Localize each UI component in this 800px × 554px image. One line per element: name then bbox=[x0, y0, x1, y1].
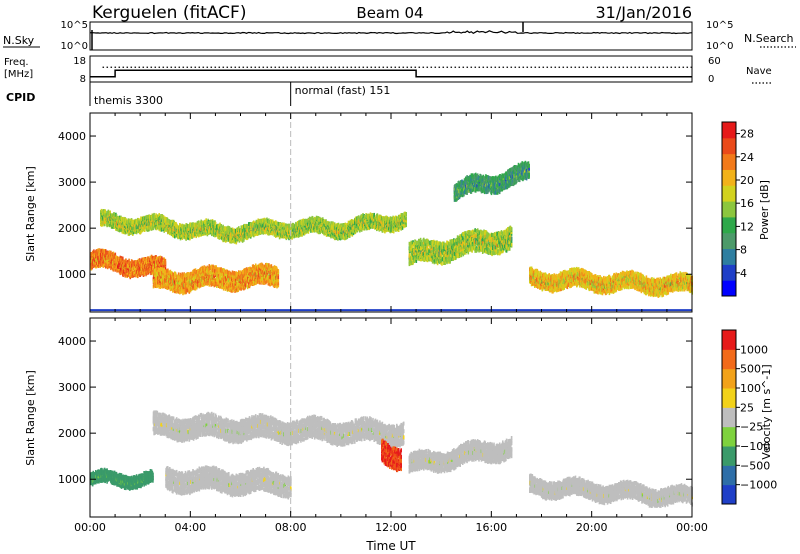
heatmap-cell bbox=[171, 219, 174, 224]
heatmap-cell bbox=[247, 234, 249, 239]
heatmap-cell bbox=[288, 232, 290, 237]
heatmap-cell bbox=[373, 212, 375, 217]
noise-sky-trace bbox=[89, 30, 692, 35]
heatmap-cell bbox=[140, 216, 142, 221]
heatmap-cell bbox=[258, 231, 260, 236]
nave-tick-top: 60 bbox=[708, 56, 721, 67]
heatmap-cell bbox=[179, 225, 182, 229]
heatmap-cell bbox=[288, 223, 291, 228]
heatmap-cell bbox=[222, 237, 225, 242]
heatmap-cell bbox=[285, 229, 288, 234]
heatmap-cell bbox=[252, 230, 254, 235]
freq-tick-bottom: 8 bbox=[80, 74, 86, 85]
freq-label: Freq. bbox=[4, 57, 29, 68]
heatmap-cell bbox=[205, 218, 207, 223]
cpid-segment-normal: normal (fast) 151 bbox=[295, 84, 391, 97]
heatmap-cell bbox=[276, 221, 279, 226]
heatmap-cell bbox=[248, 222, 250, 227]
nave-label: Nave bbox=[746, 66, 772, 77]
heatmap-cell bbox=[276, 231, 279, 236]
noise-left-label: N.Sky bbox=[3, 34, 35, 47]
heatmap-cell bbox=[152, 213, 154, 218]
heatmap-cell bbox=[168, 223, 170, 228]
heatmap-cell bbox=[157, 223, 159, 228]
heatmap-cell bbox=[174, 234, 176, 239]
beam-title: Beam 04 bbox=[356, 4, 423, 22]
heatmap-cell bbox=[107, 209, 110, 214]
heatmap-cell bbox=[219, 222, 221, 227]
heatmap-cell bbox=[160, 227, 163, 232]
nave-tick-bottom: 0 bbox=[708, 74, 714, 85]
station-title: Kerguelen (fitACF) bbox=[92, 3, 246, 23]
heatmap-cell bbox=[140, 229, 142, 234]
heatmap-cell bbox=[158, 213, 160, 218]
heatmap-cell bbox=[117, 224, 119, 229]
heatmap-cell bbox=[252, 227, 254, 232]
heatmap-cell bbox=[241, 238, 244, 243]
heatmap-cell bbox=[129, 218, 132, 223]
power-heatmap bbox=[90, 160, 693, 312]
heatmap-cell bbox=[254, 232, 256, 237]
heatmap-cell bbox=[181, 235, 184, 240]
heatmap-cell bbox=[104, 209, 106, 214]
heatmap-cell bbox=[185, 223, 188, 228]
heatmap-cell bbox=[153, 212, 155, 217]
heatmap-cell bbox=[180, 227, 182, 232]
heatmap-cell bbox=[152, 226, 155, 231]
freq-unit-label: [MHz] bbox=[4, 69, 33, 80]
heatmap-cell bbox=[123, 216, 125, 221]
heatmap-cell bbox=[405, 212, 407, 216]
heatmap-cell bbox=[201, 231, 203, 236]
noise-left-tick-top: 10^5 bbox=[61, 20, 88, 31]
heatmap-cell bbox=[275, 221, 278, 226]
cpid-label: CPID bbox=[6, 91, 35, 104]
heatmap-cell bbox=[135, 222, 138, 227]
heatmap-cell bbox=[256, 232, 259, 236]
heatmap-cell bbox=[172, 233, 174, 238]
heatmap-cell bbox=[100, 208, 103, 213]
heatmap-cell bbox=[100, 222, 103, 227]
noise-left-tick-bottom: 10^0 bbox=[61, 41, 88, 52]
heatmap-cell bbox=[133, 225, 135, 230]
noise-right-tick-top: 10^5 bbox=[706, 20, 733, 31]
heatmap-cell bbox=[135, 219, 138, 224]
heatmap-cell bbox=[264, 230, 266, 235]
noise-panel-frame bbox=[89, 21, 693, 51]
heatmap-cell bbox=[220, 224, 222, 228]
heatmap-cell bbox=[189, 236, 191, 241]
freq-trace bbox=[90, 69, 692, 78]
freq-panel-frame bbox=[89, 55, 693, 83]
cpid-segment-themis: themis 3300 bbox=[94, 94, 163, 107]
heatmap-cell bbox=[137, 222, 139, 227]
heatmap-cell bbox=[266, 217, 268, 222]
heatmap-cell bbox=[154, 223, 157, 227]
heatmap-cell bbox=[109, 210, 111, 215]
heatmap-cell bbox=[164, 258, 167, 263]
heatmap-cell bbox=[191, 222, 193, 227]
heatmap-cell bbox=[143, 228, 146, 232]
date-title: 31/Jan/2016 bbox=[595, 3, 692, 22]
heatmap-cell bbox=[214, 221, 217, 226]
heatmap-cell bbox=[405, 216, 407, 221]
heatmap-cell bbox=[209, 219, 212, 224]
heatmap-cell bbox=[285, 223, 287, 228]
freq-tick-top: 18 bbox=[73, 56, 86, 67]
heatmap-cell bbox=[106, 222, 109, 227]
noise-right-label: N.Search bbox=[744, 32, 794, 45]
noise-right-tick-bottom: 10^0 bbox=[706, 41, 733, 52]
heatmap-cell bbox=[161, 214, 164, 219]
heatmap-cell bbox=[103, 222, 106, 227]
heatmap-cell bbox=[197, 220, 200, 225]
